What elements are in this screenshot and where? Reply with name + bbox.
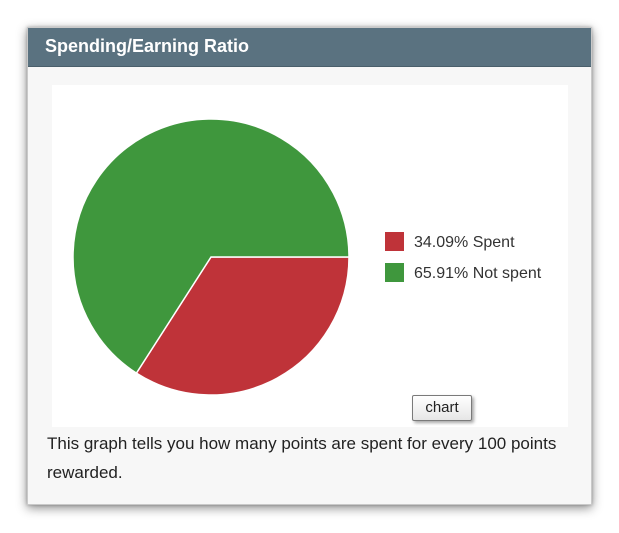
chart-area: 34.09% Spent 65.91% Not spent chart [52, 85, 568, 427]
pie-chart: 34.09% Spent 65.91% Not spent [72, 118, 542, 396]
pie-slice-not-spent [72, 118, 350, 375]
chart-button[interactable]: chart [412, 395, 472, 421]
panel-header: Spending/Earning Ratio [28, 28, 591, 67]
panel-title: Spending/Earning Ratio [45, 36, 250, 56]
chart-description: This graph tells you how many points are… [47, 434, 557, 482]
legend-label-spent: 34.09% Spent [414, 234, 515, 251]
legend-swatch-not-spent [385, 263, 404, 282]
spending-earning-panel: Spending/Earning Ratio 34.09% Spent 65.91… [27, 27, 592, 505]
legend-swatch-spent [385, 232, 404, 251]
legend-label-not-spent: 65.91% Not spent [414, 265, 542, 282]
